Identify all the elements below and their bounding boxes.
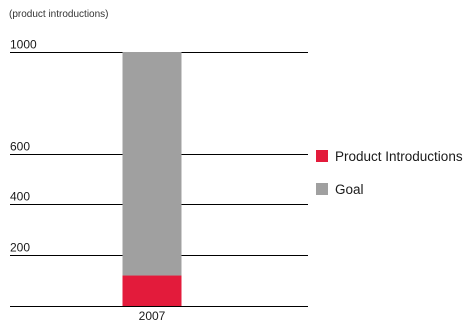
x-tick-label-2007: 2007 bbox=[139, 309, 166, 323]
legend-label: Goal bbox=[335, 181, 364, 197]
legend-swatch bbox=[316, 150, 328, 162]
legend: Product Introductions Goal bbox=[316, 147, 463, 213]
legend-label: Product Introductions bbox=[335, 148, 463, 164]
bar-product-introductions-2007 bbox=[122, 275, 182, 306]
legend-swatch bbox=[316, 183, 328, 195]
y-tick-label-600: 600 bbox=[10, 140, 30, 154]
legend-item-goal: Goal bbox=[316, 180, 463, 198]
bar-goal-2007 bbox=[122, 52, 182, 276]
y-tick-label-200: 200 bbox=[10, 241, 30, 255]
y-tick-label-400: 400 bbox=[10, 190, 30, 204]
unit-label: (product introductions) bbox=[9, 9, 109, 20]
y-tick-label-1000: 1000 bbox=[10, 38, 37, 52]
legend-item-product-introductions: Product Introductions bbox=[316, 147, 463, 165]
